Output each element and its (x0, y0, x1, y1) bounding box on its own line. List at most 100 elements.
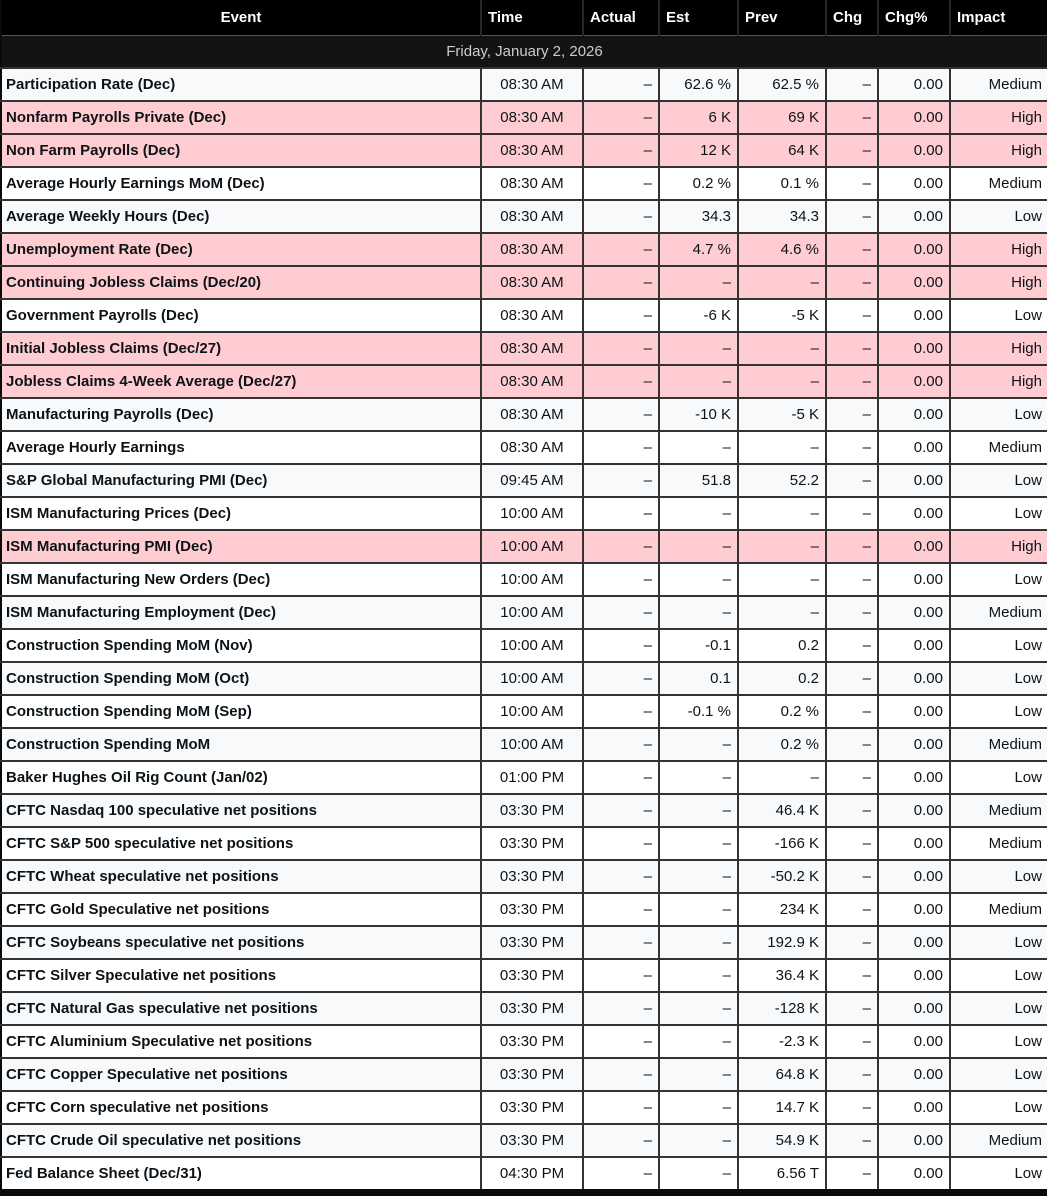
event-name[interactable]: CFTC Natural Gas speculative net positio… (1, 990, 481, 1025)
event-est: – (658, 990, 738, 1025)
event-name[interactable]: Continuing Jobless Claims (Dec/20) (1, 264, 481, 299)
event-name[interactable]: Unemployment Rate (Dec) (1, 231, 481, 266)
event-est: 6 K (658, 99, 738, 134)
event-row[interactable]: CFTC S&P 500 speculative net positions 0… (1, 825, 1047, 860)
event-row[interactable]: ISM Manufacturing PMI (Dec) 10:00 AM – –… (1, 528, 1047, 563)
event-row[interactable]: Construction Spending MoM (Sep) 10:00 AM… (1, 693, 1047, 728)
event-row[interactable]: Average Hourly Earnings MoM (Dec) 08:30 … (1, 165, 1047, 200)
event-row[interactable]: CFTC Gold Speculative net positions 03:3… (1, 891, 1047, 926)
column-header-est: Est (658, 0, 738, 35)
event-row[interactable]: CFTC Crude Oil speculative net positions… (1, 1122, 1047, 1157)
event-est: -10 K (658, 396, 738, 431)
event-name[interactable]: Initial Jobless Claims (Dec/27) (1, 330, 481, 365)
event-chg: – (825, 1023, 878, 1058)
event-chg-pct: 0.00 (877, 1122, 950, 1157)
event-est: 12 K (658, 132, 738, 167)
event-row[interactable]: Initial Jobless Claims (Dec/27) 08:30 AM… (1, 330, 1047, 365)
event-row[interactable]: CFTC Natural Gas speculative net positio… (1, 990, 1047, 1025)
event-row[interactable]: ISM Manufacturing New Orders (Dec) 10:00… (1, 561, 1047, 596)
event-name[interactable]: CFTC Silver Speculative net positions (1, 957, 481, 992)
event-row[interactable]: Construction Spending MoM (Nov) 10:00 AM… (1, 627, 1047, 662)
event-time: 08:30 AM (480, 429, 583, 464)
event-name[interactable]: Non Farm Payrolls (Dec) (1, 132, 481, 167)
event-name[interactable]: Nonfarm Payrolls Private (Dec) (1, 99, 481, 134)
event-name[interactable]: CFTC Nasdaq 100 speculative net position… (1, 792, 481, 827)
event-name[interactable]: ISM Manufacturing PMI (Dec) (1, 528, 481, 563)
event-chg: – (825, 561, 878, 596)
event-prev: 0.2 % (737, 693, 826, 728)
event-row[interactable]: CFTC Wheat speculative net positions 03:… (1, 858, 1047, 893)
event-row[interactable]: CFTC Nasdaq 100 speculative net position… (1, 792, 1047, 827)
event-chg-pct: 0.00 (877, 165, 950, 200)
event-name[interactable]: Average Weekly Hours (Dec) (1, 198, 481, 233)
event-name[interactable]: S&P Global Manufacturing PMI (Dec) (1, 462, 481, 497)
event-time: 03:30 PM (480, 957, 583, 992)
event-name[interactable]: ISM Manufacturing Prices (Dec) (1, 495, 481, 530)
event-time: 08:30 AM (480, 264, 583, 299)
event-name[interactable]: Construction Spending MoM (Nov) (1, 627, 481, 662)
event-prev: – (737, 759, 826, 794)
event-name[interactable]: Average Hourly Earnings MoM (Dec) (1, 165, 481, 200)
event-row[interactable]: CFTC Silver Speculative net positions 03… (1, 957, 1047, 992)
event-row[interactable]: CFTC Soybeans speculative net positions … (1, 924, 1047, 959)
event-chg-pct: 0.00 (877, 198, 950, 233)
event-chg: – (825, 198, 878, 233)
event-name[interactable]: CFTC Soybeans speculative net positions (1, 924, 481, 959)
event-row[interactable]: ISM Manufacturing Employment (Dec) 10:00… (1, 594, 1047, 629)
event-est: 4.7 % (658, 231, 738, 266)
event-name[interactable]: Government Payrolls (Dec) (1, 297, 481, 332)
event-name[interactable]: Average Hourly Earnings (1, 429, 481, 464)
column-header-actual: Actual (582, 0, 659, 35)
event-time: 08:30 AM (480, 66, 583, 101)
event-name[interactable]: ISM Manufacturing Employment (Dec) (1, 594, 481, 629)
event-chg-pct: 0.00 (877, 231, 950, 266)
event-impact: Low (949, 1155, 1047, 1192)
event-name[interactable]: Fed Balance Sheet (Dec/31) (1, 1155, 481, 1192)
event-row[interactable]: Government Payrolls (Dec) 08:30 AM – -6 … (1, 297, 1047, 332)
event-row[interactable]: Jobless Claims 4-Week Average (Dec/27) 0… (1, 363, 1047, 398)
event-name[interactable]: Construction Spending MoM (1, 726, 481, 761)
event-row[interactable]: Non Farm Payrolls (Dec) 08:30 AM – 12 K … (1, 132, 1047, 167)
event-row[interactable]: CFTC Aluminium Speculative net positions… (1, 1023, 1047, 1058)
event-row[interactable]: Nonfarm Payrolls Private (Dec) 08:30 AM … (1, 99, 1047, 134)
event-impact: Low (949, 462, 1047, 497)
event-actual: – (582, 1155, 659, 1192)
event-name[interactable]: Participation Rate (Dec) (1, 66, 481, 101)
event-row[interactable]: Fed Balance Sheet (Dec/31) 04:30 PM – – … (1, 1155, 1047, 1192)
event-row[interactable]: CFTC Corn speculative net positions 03:3… (1, 1089, 1047, 1124)
event-impact: Low (949, 396, 1047, 431)
event-row[interactable]: Baker Hughes Oil Rig Count (Jan/02) 01:0… (1, 759, 1047, 794)
event-name[interactable]: Manufacturing Payrolls (Dec) (1, 396, 481, 431)
event-chg-pct: 0.00 (877, 99, 950, 134)
event-row[interactable]: Average Hourly Earnings 08:30 AM – – – –… (1, 429, 1047, 464)
event-chg: – (825, 825, 878, 860)
event-row[interactable]: Unemployment Rate (Dec) 08:30 AM – 4.7 %… (1, 231, 1047, 266)
event-time: 10:00 AM (480, 627, 583, 662)
event-row[interactable]: CFTC Copper Speculative net positions 03… (1, 1056, 1047, 1091)
event-name[interactable]: Construction Spending MoM (Oct) (1, 660, 481, 695)
event-row[interactable]: Participation Rate (Dec) 08:30 AM – 62.6… (1, 66, 1047, 101)
event-row[interactable]: Construction Spending MoM 10:00 AM – – 0… (1, 726, 1047, 761)
event-name[interactable]: CFTC Wheat speculative net positions (1, 858, 481, 893)
event-name[interactable]: CFTC Corn speculative net positions (1, 1089, 481, 1124)
event-name[interactable]: Baker Hughes Oil Rig Count (Jan/02) (1, 759, 481, 794)
event-est: -6 K (658, 297, 738, 332)
event-name[interactable]: CFTC Copper Speculative net positions (1, 1056, 481, 1091)
event-name[interactable]: Jobless Claims 4-Week Average (Dec/27) (1, 363, 481, 398)
event-row[interactable]: Average Weekly Hours (Dec) 08:30 AM – 34… (1, 198, 1047, 233)
event-name[interactable]: ISM Manufacturing New Orders (Dec) (1, 561, 481, 596)
event-name[interactable]: CFTC S&P 500 speculative net positions (1, 825, 481, 860)
event-chg: – (825, 1056, 878, 1091)
event-row[interactable]: Construction Spending MoM (Oct) 10:00 AM… (1, 660, 1047, 695)
event-est: – (658, 1056, 738, 1091)
event-row[interactable]: Manufacturing Payrolls (Dec) 08:30 AM – … (1, 396, 1047, 431)
event-row[interactable]: ISM Manufacturing Prices (Dec) 10:00 AM … (1, 495, 1047, 530)
event-row[interactable]: S&P Global Manufacturing PMI (Dec) 09:45… (1, 462, 1047, 497)
event-name[interactable]: CFTC Aluminium Speculative net positions (1, 1023, 481, 1058)
event-time: 10:00 AM (480, 660, 583, 695)
event-name[interactable]: CFTC Gold Speculative net positions (1, 891, 481, 926)
event-name[interactable]: Construction Spending MoM (Sep) (1, 693, 481, 728)
event-impact: Low (949, 1056, 1047, 1091)
event-name[interactable]: CFTC Crude Oil speculative net positions (1, 1122, 481, 1157)
event-row[interactable]: Continuing Jobless Claims (Dec/20) 08:30… (1, 264, 1047, 299)
